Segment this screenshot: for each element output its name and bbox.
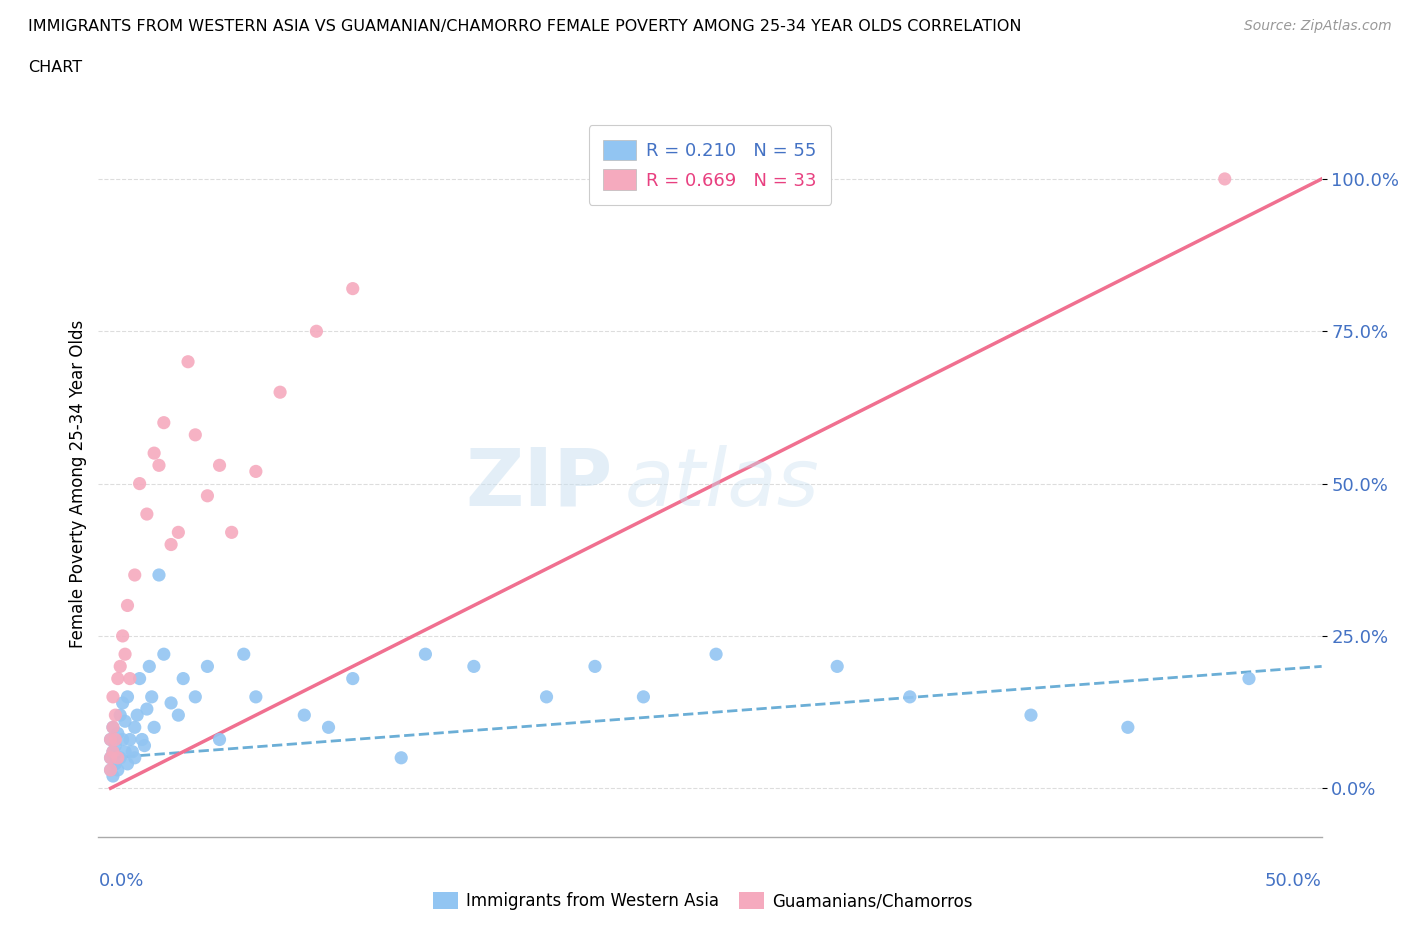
Point (1237, 671, 1260, 686)
Point (342, 281, 364, 296)
Point (167, 708, 190, 723)
Point (197, 488, 219, 503)
Point (117, 756, 139, 771)
Point (415, 646, 437, 661)
Point (107, 763, 129, 777)
Point (128, 476, 150, 491)
Text: Source: ZipAtlas.com: Source: ZipAtlas.com (1244, 19, 1392, 33)
Point (101, 768, 124, 783)
Point (583, 659, 606, 674)
Point (100, 763, 122, 777)
Text: 50.0%: 50.0% (1265, 872, 1322, 890)
Point (135, 701, 157, 716)
Legend: R = 0.210   N = 55, R = 0.669   N = 33: R = 0.210 N = 55, R = 0.669 N = 33 (589, 126, 831, 205)
Point (114, 714, 136, 729)
Point (118, 671, 141, 686)
Point (100, 732, 122, 747)
Point (245, 464, 267, 479)
Point (208, 458, 231, 472)
Point (118, 732, 141, 747)
Point (100, 751, 122, 765)
Text: 0.0%: 0.0% (98, 872, 143, 890)
Point (463, 659, 485, 674)
Point (124, 751, 146, 765)
Point (104, 732, 127, 747)
Legend: Immigrants from Western Asia, Guamanians/Chamorros: Immigrants from Western Asia, Guamanians… (426, 885, 980, 917)
Point (117, 598, 139, 613)
Point (148, 458, 170, 472)
Point (143, 720, 166, 735)
Point (101, 689, 124, 704)
Point (148, 567, 170, 582)
Point (292, 708, 315, 723)
Point (232, 646, 254, 661)
Point (107, 671, 129, 686)
Point (221, 525, 243, 539)
Point (389, 751, 412, 765)
Point (135, 507, 157, 522)
Point (124, 720, 146, 735)
Point (100, 732, 122, 747)
Point (1213, 171, 1236, 186)
Point (111, 732, 134, 747)
Point (104, 738, 127, 753)
Point (101, 744, 124, 759)
Point (536, 689, 558, 704)
Point (117, 689, 139, 704)
Point (127, 708, 149, 723)
Point (633, 689, 655, 704)
Point (1019, 708, 1042, 723)
Point (101, 720, 124, 735)
Text: atlas: atlas (624, 445, 820, 523)
Y-axis label: Female Poverty Among 25-34 Year Olds: Female Poverty Among 25-34 Year Olds (69, 320, 87, 647)
Point (111, 629, 134, 644)
Point (153, 646, 176, 661)
Point (114, 646, 136, 661)
Point (114, 744, 136, 759)
Point (197, 659, 219, 674)
Point (143, 445, 166, 460)
Point (110, 659, 132, 674)
Point (100, 763, 122, 777)
Point (134, 738, 156, 753)
Point (184, 689, 207, 704)
Point (305, 324, 328, 339)
Point (104, 756, 127, 771)
Point (167, 525, 190, 539)
Point (160, 538, 183, 552)
Point (107, 726, 129, 741)
Point (131, 732, 153, 747)
Point (141, 689, 163, 704)
Point (184, 428, 207, 443)
Point (107, 751, 129, 765)
Point (704, 646, 727, 661)
Point (342, 671, 364, 686)
Point (101, 744, 124, 759)
Point (160, 696, 183, 711)
Point (128, 671, 150, 686)
Point (101, 720, 124, 735)
Point (208, 732, 231, 747)
Point (898, 689, 921, 704)
Point (153, 415, 176, 430)
Text: IMMIGRANTS FROM WESTERN ASIA VS GUAMANIAN/CHAMORRO FEMALE POVERTY AMONG 25-34 YE: IMMIGRANTS FROM WESTERN ASIA VS GUAMANIA… (28, 19, 1022, 33)
Point (100, 751, 122, 765)
Point (124, 567, 146, 582)
Point (172, 671, 194, 686)
Text: ZIP: ZIP (465, 445, 612, 523)
Point (269, 385, 291, 400)
Point (1116, 720, 1139, 735)
Point (111, 696, 134, 711)
Point (177, 354, 200, 369)
Point (825, 659, 848, 674)
Text: CHART: CHART (28, 60, 82, 75)
Point (245, 689, 267, 704)
Point (138, 659, 160, 674)
Point (121, 744, 143, 759)
Point (104, 708, 127, 723)
Point (110, 708, 132, 723)
Point (318, 720, 340, 735)
Point (110, 751, 132, 765)
